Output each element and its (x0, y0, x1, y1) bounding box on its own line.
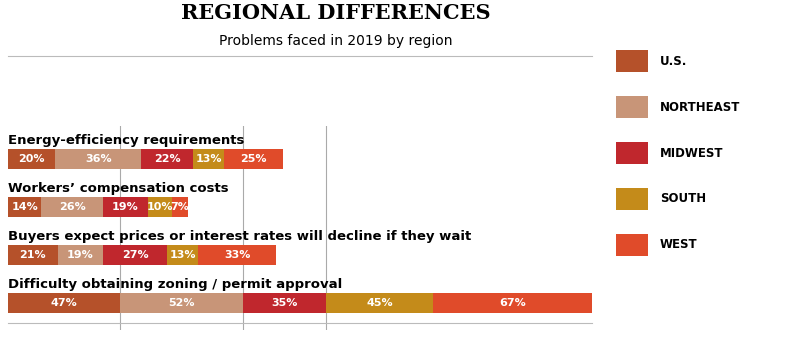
Text: 26%: 26% (58, 202, 86, 212)
Text: 14%: 14% (11, 202, 38, 212)
Text: SOUTH: SOUTH (660, 192, 706, 205)
Text: 21%: 21% (20, 250, 46, 260)
Text: Difficulty obtaining zoning / permit approval: Difficulty obtaining zoning / permit app… (8, 278, 342, 291)
Bar (103, 197, 148, 218)
Bar (42, 197, 103, 218)
Bar (326, 293, 433, 313)
Bar (8, 197, 42, 218)
Bar (198, 245, 276, 266)
Bar (103, 245, 167, 266)
Bar (243, 293, 326, 313)
Text: 27%: 27% (122, 250, 148, 260)
Bar (8, 149, 55, 169)
Text: 25%: 25% (241, 154, 267, 165)
Text: 20%: 20% (18, 154, 45, 165)
Text: 13%: 13% (195, 154, 222, 165)
Bar (141, 149, 193, 169)
Text: U.S.: U.S. (660, 55, 687, 68)
Bar (193, 149, 224, 169)
Text: REGIONAL DIFFERENCES: REGIONAL DIFFERENCES (181, 3, 491, 23)
Text: 35%: 35% (271, 299, 298, 308)
Text: WEST: WEST (660, 238, 698, 251)
Text: 52%: 52% (168, 299, 194, 308)
Text: 22%: 22% (154, 154, 180, 165)
Text: 33%: 33% (224, 250, 250, 260)
Text: 13%: 13% (170, 250, 196, 260)
Bar (224, 149, 283, 169)
Text: Buyers expect prices or interest rates will decline if they wait: Buyers expect prices or interest rates w… (8, 230, 471, 243)
Text: 36%: 36% (85, 154, 111, 165)
Bar (8, 293, 119, 313)
Bar (55, 149, 141, 169)
Text: MIDWEST: MIDWEST (660, 147, 723, 159)
Bar (172, 197, 189, 218)
Text: Energy-efficiency requirements: Energy-efficiency requirements (8, 134, 244, 147)
Text: 67%: 67% (499, 299, 526, 308)
Bar (433, 293, 592, 313)
Text: 10%: 10% (146, 202, 173, 212)
Text: Workers’ compensation costs: Workers’ compensation costs (8, 182, 229, 195)
Text: 47%: 47% (50, 299, 77, 308)
Text: 19%: 19% (112, 202, 139, 212)
Text: NORTHEAST: NORTHEAST (660, 101, 740, 114)
Bar (58, 245, 103, 266)
Text: 45%: 45% (366, 299, 393, 308)
Text: Problems faced in 2019 by region: Problems faced in 2019 by region (219, 34, 453, 48)
Bar (8, 245, 58, 266)
Text: 7%: 7% (170, 202, 190, 212)
Bar (148, 197, 172, 218)
Bar (119, 293, 243, 313)
Bar (167, 245, 198, 266)
Text: 19%: 19% (67, 250, 94, 260)
